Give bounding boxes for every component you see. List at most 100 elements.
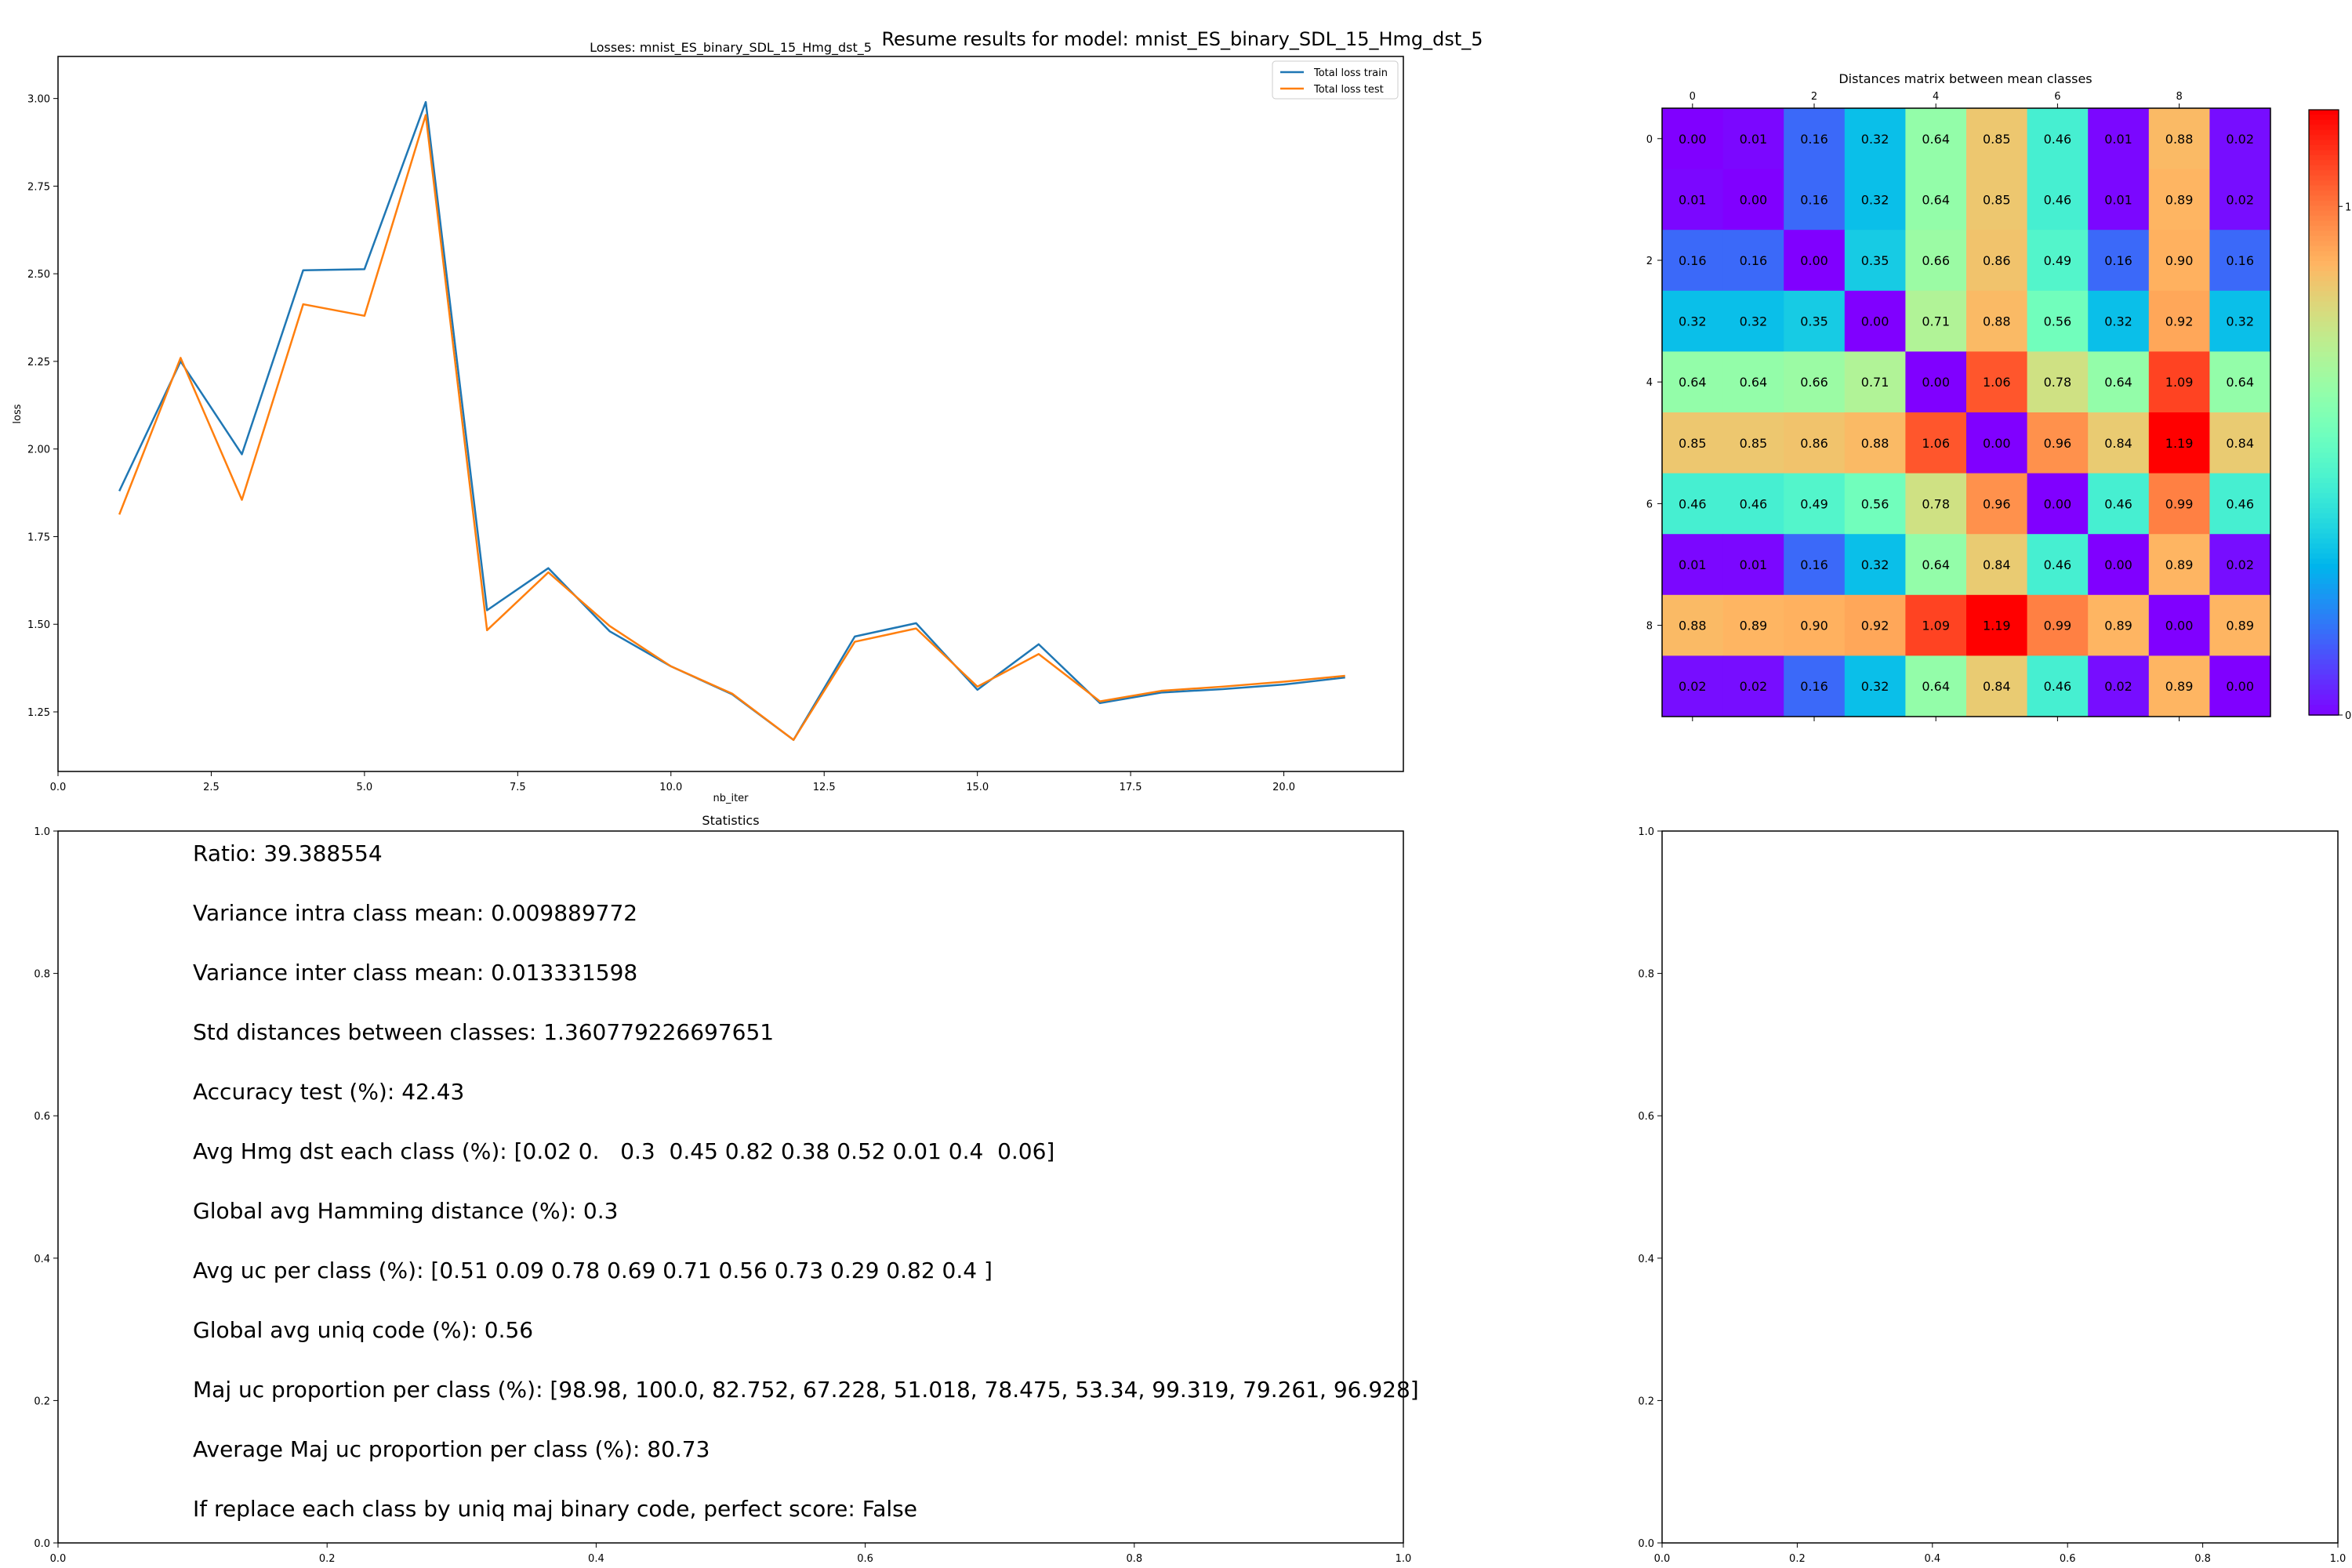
colorbar-segment: [2309, 659, 2339, 666]
heatmap-cell: [2209, 473, 2271, 535]
heatmap-cell-value: 0.32: [1861, 557, 1889, 572]
colorbar-segment: [2309, 270, 2339, 278]
heatmap-cell: [1722, 655, 1784, 717]
heatmap-cell: [2027, 412, 2089, 474]
colorbar-segment: [2309, 230, 2339, 237]
heatmap-cell: [2027, 351, 2089, 413]
heatmap-cell-value: 0.84: [1983, 557, 2011, 572]
heatmap-cell-value: 0.96: [2044, 436, 2072, 451]
colorbar-segment: [2309, 664, 2339, 670]
y-tick-label: 0.2: [1638, 1396, 1654, 1407]
heatmap-cell-value: 0.01: [1679, 557, 1707, 572]
colorbar-segment: [2309, 573, 2339, 580]
stat-avg-uc: Avg uc per class (%): [0.51 0.09 0.78 0.…: [193, 1258, 993, 1283]
heatmap-cell: [2148, 473, 2210, 535]
heatmap-cell-value: 0.99: [2165, 496, 2194, 511]
heatmap-cell: [1966, 534, 2028, 596]
heatmap-cell-value: 0.01: [2104, 192, 2132, 207]
colorbar-segment: [2309, 220, 2339, 227]
colorbar-segment: [2309, 332, 2339, 338]
loss-chart: Losses: mnist_ES_binary_SDL_15_Hmg_dst_5…: [12, 40, 1404, 804]
heatmap-cell: [1905, 655, 1967, 717]
heatmap-cell: [1662, 594, 1724, 656]
x-tick-label: 0.0: [50, 1553, 67, 1565]
colorbar-tick-label: 0: [2345, 710, 2351, 722]
colorbar-segment: [2309, 593, 2339, 600]
heatmap-cell: [1905, 351, 1967, 413]
x-tick-label: 20.0: [1272, 782, 1295, 793]
colorbar-segment: [2309, 296, 2339, 303]
heatmap-cell: [1722, 351, 1784, 413]
heatmap-cell: [2209, 230, 2271, 292]
loss-series-lines: [118, 100, 1345, 742]
heatmap-cell-value: 0.16: [1800, 132, 1828, 147]
colorbar-segment: [2309, 689, 2339, 696]
heatmap-cell-value: 0.00: [1922, 375, 1950, 390]
heatmap-cell-value: 0.46: [2044, 679, 2072, 694]
colorbar-segment: [2309, 114, 2339, 121]
colorbar-segment: [2309, 326, 2339, 332]
y-tick-label: 0.2: [34, 1396, 50, 1407]
heatmap-cell-value: 0.01: [1679, 192, 1707, 207]
col-tick-label: 4: [1933, 91, 1939, 103]
heatmap-cell: [2088, 351, 2150, 413]
colorbar-segment: [2309, 624, 2339, 630]
heatmap-cell: [1784, 412, 1846, 474]
colorbar-segment: [2309, 639, 2339, 645]
heatmap-cell-value: 0.85: [1679, 436, 1707, 451]
col-tick-label: 2: [1811, 91, 1817, 103]
heatmap-cell: [1784, 108, 1846, 170]
heatmap-cell: [2088, 169, 2150, 230]
colorbar-segment: [2309, 558, 2339, 564]
heatmap-cell-value: 0.71: [1922, 314, 1950, 329]
heatmap-cell: [1966, 230, 2028, 292]
colorbar-segment: [2309, 649, 2339, 655]
heatmap-cell: [1966, 594, 2028, 656]
colorbar-segment: [2309, 321, 2339, 328]
colorbar-segment: [2309, 372, 2339, 378]
colorbar-segment: [2309, 513, 2339, 519]
colorbar-segment: [2309, 210, 2339, 216]
heatmap-cell-value: 0.32: [1740, 314, 1768, 329]
colorbar-segment: [2309, 644, 2339, 651]
colorbar-segment: [2309, 523, 2339, 529]
x-tick-label: 0.4: [588, 1553, 604, 1565]
heatmap-cell: [1905, 594, 1967, 656]
heatmap-cell: [1662, 169, 1724, 230]
colorbar-segment: [2309, 306, 2339, 313]
heatmap-cell: [1722, 108, 1784, 170]
colorbar-segment: [2309, 387, 2339, 394]
x-tick-label: 0.8: [2194, 1553, 2211, 1565]
colorbar-segment: [2309, 432, 2339, 438]
heatmap-cell-value: 0.92: [2165, 314, 2194, 329]
heatmap-cell: [2148, 169, 2210, 230]
heatmap-cell-value: 0.64: [2104, 375, 2132, 390]
colorbar-segment: [2309, 473, 2339, 479]
heatmap-cell-value: 0.86: [1983, 253, 2011, 268]
heatmap-cell-value: 0.85: [1983, 132, 2011, 147]
colorbar-segment: [2309, 619, 2339, 625]
heatmap-cell-value: 0.02: [1740, 679, 1768, 694]
x-tick-label: 17.5: [1120, 782, 1142, 793]
heatmap-cell: [1722, 534, 1784, 596]
colorbar-segment: [2309, 165, 2339, 171]
heatmap-cell-value: 0.64: [1922, 132, 1950, 147]
heatmap-cells: 0.00 0.01 0.16 0.32 0.64 0.85 0.46 0.01 0.88 0.02…: [1662, 108, 2271, 717]
heatmap-cell-value: 0.89: [2165, 679, 2194, 694]
heatmap-cell: [2088, 534, 2150, 596]
colorbar-segment: [2309, 427, 2339, 434]
heatmap-frame: [1661, 107, 2271, 717]
heatmap-cell-value: 0.00: [2044, 496, 2072, 511]
heatmap-cell: [2148, 534, 2210, 596]
loss-legend: Total loss train Total loss test: [1272, 60, 1399, 100]
colorbar-segment: [2309, 195, 2339, 201]
colorbar-segment: [2309, 200, 2339, 207]
heatmap-cell-value: 0.32: [2104, 314, 2132, 329]
heatmap-cell-value: 0.88: [1861, 436, 1889, 451]
stat-accuracy: Accuracy test (%): 42.43: [193, 1079, 465, 1105]
col-tick-label: 8: [2176, 91, 2182, 103]
y-tick-label: 0.0: [1638, 1538, 1654, 1550]
heatmap-cell: [1662, 230, 1724, 292]
colorbar-segment: [2309, 589, 2339, 595]
x-tick-label: 10.0: [659, 782, 682, 793]
